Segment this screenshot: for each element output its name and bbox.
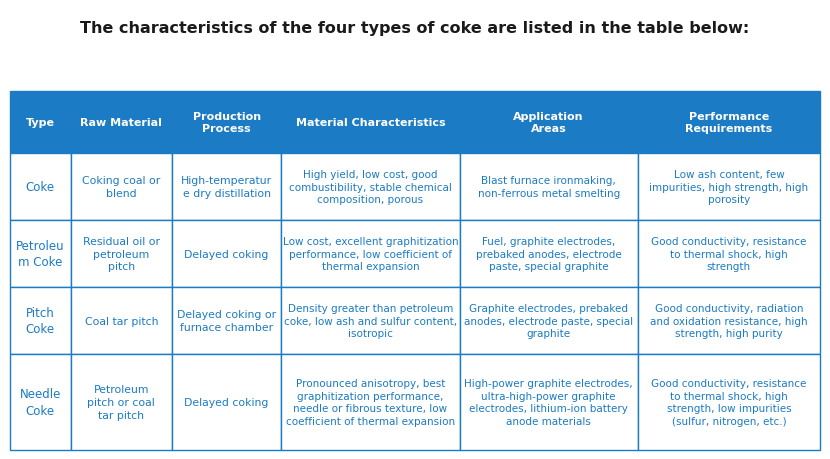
- Bar: [172, 354, 281, 450]
- Bar: [637, 92, 820, 154]
- Text: Performance
Requirements: Performance Requirements: [686, 112, 773, 134]
- Bar: [281, 92, 460, 154]
- Text: High-temperatur
e dry distillation: High-temperatur e dry distillation: [181, 176, 272, 199]
- Text: Low cost, excellent graphitization
performance, low coefficient of
thermal expan: Low cost, excellent graphitization perfo…: [283, 236, 458, 272]
- Bar: [460, 287, 637, 354]
- Bar: [281, 287, 460, 354]
- Bar: [172, 154, 281, 221]
- Bar: [10, 287, 71, 354]
- Text: High yield, low cost, good
combustibility, stable chemical
composition, porous: High yield, low cost, good combustibilit…: [289, 169, 452, 205]
- Bar: [10, 354, 71, 450]
- Text: Delayed coking or
furnace chamber: Delayed coking or furnace chamber: [177, 309, 276, 332]
- Bar: [281, 221, 460, 287]
- Text: Good conductivity, resistance
to thermal shock, high
strength, low impurities
(s: Good conductivity, resistance to thermal…: [652, 378, 807, 426]
- Bar: [71, 154, 172, 221]
- Bar: [460, 354, 637, 450]
- Text: Petroleu
m Coke: Petroleu m Coke: [16, 239, 65, 269]
- Text: Density greater than petroleum
coke, low ash and sulfur content,
isotropic: Density greater than petroleum coke, low…: [284, 303, 457, 339]
- Bar: [71, 92, 172, 154]
- Text: Coke: Coke: [26, 181, 55, 194]
- Text: Coal tar pitch: Coal tar pitch: [85, 316, 158, 326]
- Text: Production
Process: Production Process: [193, 112, 261, 134]
- Bar: [281, 154, 460, 221]
- Text: High-power graphite electrodes,
ultra-high-power graphite
electrodes, lithium-io: High-power graphite electrodes, ultra-hi…: [464, 378, 633, 426]
- Text: Good conductivity, resistance
to thermal shock, high
strength: Good conductivity, resistance to thermal…: [652, 236, 807, 272]
- Text: Delayed coking: Delayed coking: [184, 249, 269, 259]
- Text: Material Characteristics: Material Characteristics: [295, 118, 445, 128]
- Text: Needle
Coke: Needle Coke: [20, 387, 61, 417]
- Bar: [172, 287, 281, 354]
- Text: Residual oil or
petroleum
pitch: Residual oil or petroleum pitch: [83, 236, 160, 272]
- Text: The characteristics of the four types of coke are listed in the table below:: The characteristics of the four types of…: [81, 21, 749, 36]
- Bar: [637, 287, 820, 354]
- Bar: [637, 154, 820, 221]
- Bar: [460, 221, 637, 287]
- Bar: [71, 287, 172, 354]
- Text: Good conductivity, radiation
and oxidation resistance, high
strength, high purit: Good conductivity, radiation and oxidati…: [650, 303, 808, 339]
- Text: Delayed coking: Delayed coking: [184, 397, 269, 407]
- Text: Fuel, graphite electrodes,
prebaked anodes, electrode
paste, special graphite: Fuel, graphite electrodes, prebaked anod…: [476, 236, 622, 272]
- Text: Petroleum
pitch or coal
tar pitch: Petroleum pitch or coal tar pitch: [87, 384, 155, 420]
- Bar: [460, 154, 637, 221]
- Text: Type: Type: [26, 118, 55, 128]
- Text: Coking coal or
blend: Coking coal or blend: [82, 176, 160, 199]
- Bar: [172, 221, 281, 287]
- Text: Raw Material: Raw Material: [81, 118, 163, 128]
- Text: Application
Areas: Application Areas: [514, 112, 584, 134]
- Bar: [10, 221, 71, 287]
- Bar: [637, 354, 820, 450]
- Text: Pitch
Coke: Pitch Coke: [26, 306, 55, 336]
- Bar: [71, 354, 172, 450]
- Text: Blast furnace ironmaking,
non-ferrous metal smelting: Blast furnace ironmaking, non-ferrous me…: [477, 176, 620, 199]
- Bar: [172, 92, 281, 154]
- Bar: [10, 154, 71, 221]
- Text: Low ash content, few
impurities, high strength, high
porosity: Low ash content, few impurities, high st…: [649, 169, 808, 205]
- Bar: [10, 92, 71, 154]
- Bar: [460, 92, 637, 154]
- Text: Pronounced anisotropy, best
graphitization performance,
needle or fibrous textur: Pronounced anisotropy, best graphitizati…: [286, 378, 455, 426]
- Bar: [71, 221, 172, 287]
- Text: Graphite electrodes, prebaked
anodes, electrode paste, special
graphite: Graphite electrodes, prebaked anodes, el…: [464, 303, 633, 339]
- Bar: [281, 354, 460, 450]
- Bar: [637, 221, 820, 287]
